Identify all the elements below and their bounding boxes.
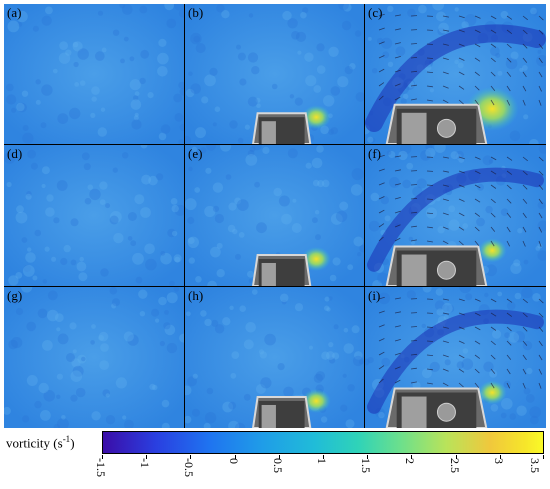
colorbar-tick-label: -1.5: [94, 458, 108, 477]
vorticity-field: [365, 145, 546, 286]
panel-i: (i): [365, 287, 546, 428]
colorbar-title: vorticity (s-1): [6, 434, 75, 451]
panel-label: (h): [188, 288, 204, 303]
colorbar-tick-label: 2: [403, 458, 418, 464]
panel-label: (c): [368, 5, 383, 20]
colorbar-tick-label: 3: [491, 458, 506, 464]
vorticity-field: [185, 287, 364, 428]
colorbar-tick: [102, 455, 103, 459]
panel-label: (d): [7, 146, 23, 161]
colorbar-tick: [146, 455, 148, 459]
panel-label: (e): [188, 146, 203, 161]
vorticity-field: [4, 287, 184, 428]
colorbar-tick: [278, 455, 280, 459]
colorbar-tick-label: -0.5: [182, 458, 197, 477]
colorbar-tick-label: 1.5: [359, 458, 374, 473]
panel-label: (f): [368, 146, 381, 161]
panel-label: (a): [7, 5, 22, 20]
vorticity-field: [365, 287, 546, 428]
panel-h: (h): [185, 287, 364, 428]
colorbar-tick-label: 3.5: [528, 458, 542, 473]
colorbar-tick: [190, 455, 192, 459]
colorbar-tick-label: -1: [138, 458, 153, 468]
colorbar-tick: [411, 455, 413, 459]
colorbar-tick-label: 2.5: [447, 458, 462, 473]
panel-a: (a): [4, 4, 184, 144]
colorbar: [102, 431, 544, 454]
colorbar-tick-label: 0: [226, 458, 241, 464]
colorbar-tick: [234, 455, 236, 459]
vorticity-panel-grid: (a) (b) (c) (d) (e) (f) (g) (h) (i): [4, 4, 546, 428]
panel-f: (f): [365, 145, 546, 286]
vorticity-field: [4, 145, 184, 286]
colorbar-tick-label: 1: [315, 458, 329, 464]
colorbar-tick: [455, 455, 457, 459]
panel-d: (d): [4, 145, 184, 286]
panel-g: (g): [4, 287, 184, 428]
colorbar-tick-label: 0.5: [270, 458, 285, 473]
panel-c: (c): [365, 4, 546, 144]
panel-label: (b): [188, 5, 204, 20]
vorticity-field: [365, 4, 546, 144]
colorbar-tick: [499, 455, 501, 459]
vorticity-field: [185, 145, 364, 286]
panel-label: (g): [7, 288, 23, 303]
panel-label: (i): [368, 288, 381, 303]
vorticity-field: [4, 4, 184, 144]
panel-e: (e): [185, 145, 364, 286]
panel-b: (b): [185, 4, 364, 144]
colorbar-tick: [543, 455, 544, 459]
colorbar-tick: [323, 455, 324, 459]
colorbar-tick: [367, 455, 369, 459]
vorticity-field: [185, 4, 364, 144]
